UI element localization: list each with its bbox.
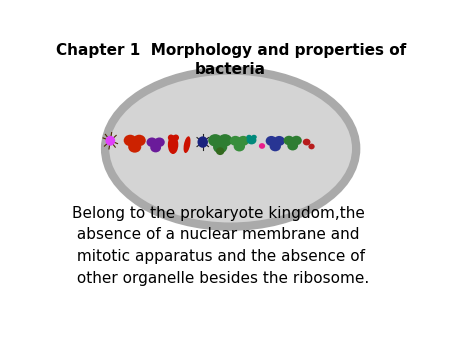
Ellipse shape — [270, 141, 281, 151]
Ellipse shape — [184, 136, 190, 153]
Ellipse shape — [154, 138, 165, 147]
Ellipse shape — [198, 136, 208, 148]
Ellipse shape — [168, 135, 178, 154]
Ellipse shape — [246, 135, 252, 140]
Ellipse shape — [133, 135, 146, 146]
Ellipse shape — [173, 135, 179, 141]
Ellipse shape — [168, 135, 174, 141]
Ellipse shape — [266, 136, 277, 146]
Ellipse shape — [230, 136, 241, 146]
Ellipse shape — [208, 134, 222, 147]
Ellipse shape — [303, 139, 310, 145]
Ellipse shape — [259, 143, 265, 149]
Ellipse shape — [234, 142, 245, 151]
Ellipse shape — [284, 136, 294, 145]
Ellipse shape — [105, 71, 356, 227]
Ellipse shape — [238, 136, 249, 146]
Ellipse shape — [218, 134, 232, 147]
Ellipse shape — [287, 141, 298, 150]
Ellipse shape — [291, 136, 302, 145]
Ellipse shape — [150, 143, 161, 152]
Ellipse shape — [147, 138, 158, 147]
Text: Chapter 1  Morphology and properties of
bacteria: Chapter 1 Morphology and properties of b… — [55, 43, 406, 77]
Ellipse shape — [251, 135, 257, 140]
Ellipse shape — [216, 147, 225, 155]
Ellipse shape — [213, 141, 227, 153]
Ellipse shape — [105, 136, 115, 146]
Ellipse shape — [124, 135, 137, 146]
Ellipse shape — [128, 141, 141, 153]
Text: Belong to the prokaryote kingdom,the
 absence of a nuclear membrane and
 mitotic: Belong to the prokaryote kingdom,the abs… — [72, 206, 369, 286]
Ellipse shape — [308, 144, 315, 149]
Ellipse shape — [247, 136, 256, 144]
Ellipse shape — [274, 136, 285, 146]
